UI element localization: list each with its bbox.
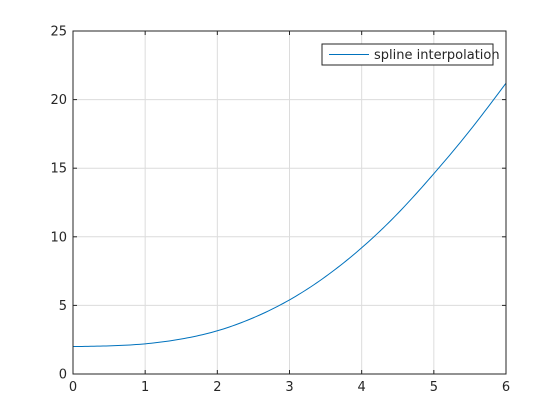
- x-tick-label: 3: [285, 380, 293, 395]
- legend: spline interpolation: [321, 43, 500, 66]
- x-tick-label: 4: [358, 380, 366, 395]
- y-tick-label: 10: [50, 230, 67, 245]
- y-tick-label: 20: [50, 93, 67, 108]
- series-layer: [72, 82, 507, 348]
- x-tick-label: 0: [69, 380, 77, 395]
- x-tick-label: 5: [430, 380, 438, 395]
- grid: [73, 31, 506, 374]
- x-tick-label: 1: [141, 380, 149, 395]
- y-tick-label: 5: [59, 299, 67, 314]
- legend-box: [321, 43, 494, 66]
- y-tick-label: 15: [50, 162, 67, 177]
- x-tick-label: 6: [502, 380, 510, 395]
- y-tick-label: 0: [59, 368, 67, 383]
- y-tick-label: 25: [50, 25, 67, 40]
- x-tick-label: 2: [213, 380, 221, 395]
- legend-label: spline interpolation: [374, 48, 500, 63]
- ticks: 0 1 2 3 4 5 6 0 5 10 15 20 25: [50, 25, 510, 396]
- series-line: [72, 82, 507, 348]
